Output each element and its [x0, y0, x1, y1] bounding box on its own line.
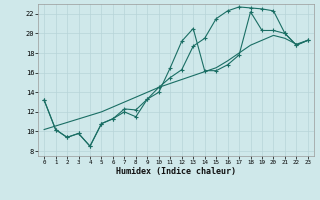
X-axis label: Humidex (Indice chaleur): Humidex (Indice chaleur) [116, 167, 236, 176]
